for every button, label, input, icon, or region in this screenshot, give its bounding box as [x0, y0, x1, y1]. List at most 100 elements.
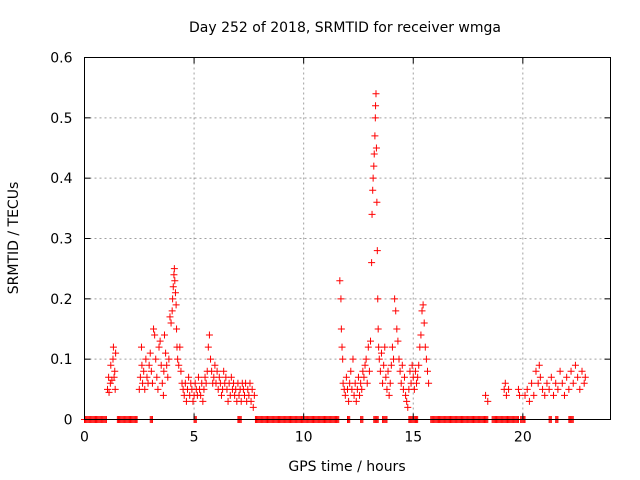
- y-tick-label: 0.1: [50, 352, 72, 368]
- data-point: [227, 373, 235, 381]
- data-point: [104, 385, 112, 393]
- data-point: [362, 355, 370, 363]
- x-axis-label: GPS time / hours: [288, 459, 405, 475]
- data-point: [532, 367, 540, 375]
- data-point: [199, 397, 207, 405]
- data-point: [391, 295, 399, 303]
- data-point: [379, 379, 387, 387]
- data-point: [150, 325, 158, 333]
- data-point: [337, 295, 345, 303]
- data-point: [392, 307, 400, 315]
- data-point: [200, 385, 208, 393]
- data-point: [581, 373, 589, 381]
- data-point: [530, 391, 538, 399]
- data-point: [372, 102, 380, 110]
- data-point: [574, 373, 582, 381]
- data-point: [166, 313, 174, 321]
- data-point: [342, 373, 350, 381]
- y-tick-label: 0.5: [50, 111, 72, 127]
- data-point: [383, 385, 391, 393]
- data-point: [164, 373, 172, 381]
- data-point: [191, 379, 199, 387]
- data-point: [370, 162, 378, 170]
- data-point: [140, 367, 148, 375]
- data-point: [364, 343, 372, 351]
- data-point: [167, 319, 175, 327]
- data-point: [402, 391, 410, 399]
- data-point: [152, 355, 160, 363]
- data-point: [388, 343, 396, 351]
- data-point: [580, 379, 588, 387]
- data-point: [202, 379, 210, 387]
- data-point: [539, 385, 547, 393]
- data-point: [373, 247, 381, 255]
- data-point: [151, 331, 159, 339]
- data-points: [81, 90, 589, 423]
- data-point: [543, 379, 551, 387]
- data-point: [502, 391, 510, 399]
- data-point: [137, 343, 145, 351]
- y-axis-label: SRMTID / TECUs: [6, 182, 22, 295]
- data-point: [565, 385, 573, 393]
- data-point: [417, 331, 425, 339]
- data-point: [382, 373, 390, 381]
- data-point: [341, 391, 349, 399]
- data-point: [372, 90, 380, 98]
- data-point: [423, 367, 431, 375]
- data-point: [168, 307, 176, 315]
- data-point: [386, 379, 394, 387]
- data-point: [111, 385, 119, 393]
- data-point: [523, 385, 531, 393]
- data-point: [111, 367, 119, 375]
- data-point: [109, 343, 117, 351]
- data-point: [194, 373, 202, 381]
- data-point: [395, 355, 403, 363]
- data-point: [250, 391, 258, 399]
- data-point: [541, 391, 549, 399]
- data-point: [189, 397, 197, 405]
- data-point: [372, 144, 380, 152]
- data-point: [421, 343, 429, 351]
- data-point: [169, 283, 177, 291]
- data-point: [367, 337, 375, 345]
- data-point: [138, 361, 146, 369]
- data-point: [182, 397, 190, 405]
- data-point: [415, 361, 423, 369]
- data-point: [337, 325, 345, 333]
- data-point: [569, 379, 577, 387]
- data-point: [408, 361, 416, 369]
- data-point: [571, 361, 579, 369]
- data-point: [545, 385, 553, 393]
- data-point: [349, 355, 357, 363]
- data-point: [169, 295, 177, 303]
- data-point: [377, 349, 385, 357]
- data-point: [554, 385, 562, 393]
- data-point: [110, 373, 118, 381]
- data-point: [205, 331, 213, 339]
- data-point: [248, 385, 256, 393]
- data-point: [173, 325, 181, 333]
- data-point: [560, 391, 568, 399]
- data-point: [422, 355, 430, 363]
- data-point: [547, 373, 555, 381]
- data-point: [521, 391, 529, 399]
- data-point: [163, 361, 171, 369]
- data-point: [177, 367, 185, 375]
- data-point: [536, 373, 544, 381]
- data-point: [374, 325, 382, 333]
- data-point: [136, 373, 144, 381]
- data-point: [425, 379, 433, 387]
- data-point: [204, 343, 212, 351]
- data-point: [170, 271, 178, 279]
- data-point: [397, 379, 405, 387]
- data-point: [371, 114, 379, 122]
- data-point: [375, 343, 383, 351]
- x-tick-label: 20: [514, 430, 532, 446]
- data-point: [528, 379, 536, 387]
- data-point: [201, 373, 209, 381]
- data-point: [338, 343, 346, 351]
- x-tick-label: 5: [190, 430, 199, 446]
- data-point: [534, 379, 542, 387]
- data-point: [217, 391, 225, 399]
- data-point: [165, 355, 173, 363]
